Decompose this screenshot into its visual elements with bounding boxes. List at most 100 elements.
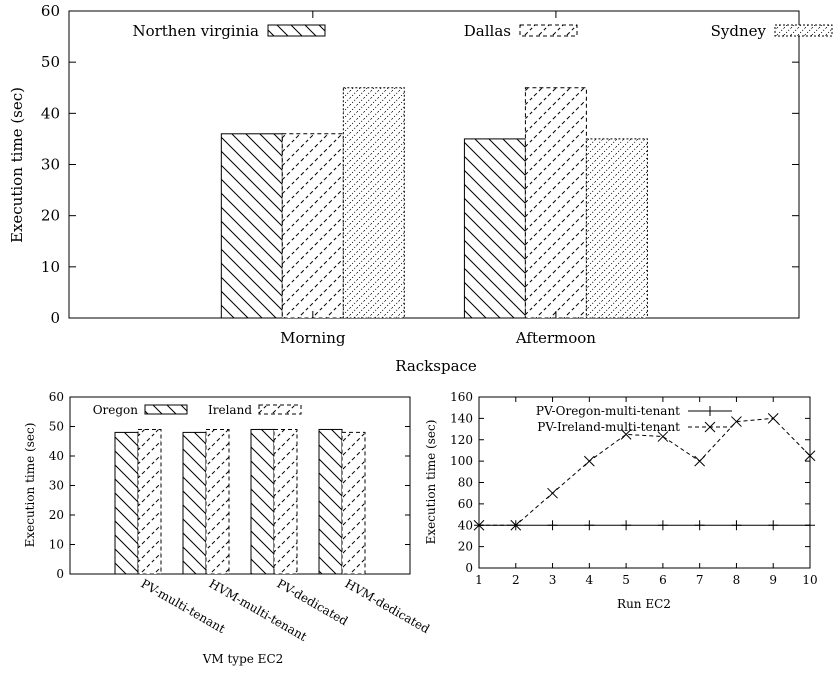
y-tick-label: 60 — [49, 390, 64, 404]
y-axis-label: Execution time (sec) — [8, 87, 26, 243]
x-tick-label: Aftermoon — [515, 329, 596, 347]
legend-swatch — [267, 24, 326, 37]
legend-label: Dallas — [464, 22, 511, 40]
point — [704, 421, 716, 433]
y-tick-label: 120 — [450, 433, 473, 447]
bars — [114, 428, 366, 575]
point — [805, 520, 815, 531]
legend: Northen virginia Dallas Sydney — [132, 22, 833, 40]
series-line — [479, 417, 811, 526]
y-tick-label: 60 — [41, 2, 60, 20]
point — [731, 416, 742, 427]
point — [657, 431, 669, 442]
y-axis: 0 20 40 60 80 100 120 140 160 — [450, 390, 810, 575]
y-tick-label: 20 — [49, 508, 64, 522]
x-tick-label: HVM-dedicated — [343, 576, 433, 636]
point — [620, 429, 632, 440]
bar — [524, 87, 587, 319]
x-tick-label: 8 — [733, 573, 741, 587]
lines — [473, 413, 816, 531]
bar — [585, 138, 648, 319]
x-tick-label: 1 — [475, 573, 483, 587]
x-tick-label: 7 — [696, 573, 704, 587]
y-tick-label: 0 — [50, 309, 60, 327]
x-axis: Morning Aftermoon — [280, 11, 596, 347]
legend: Oregon Ireland — [93, 403, 302, 417]
y-tick-label: 30 — [41, 156, 60, 174]
x-tick-label: 10 — [802, 573, 817, 587]
y-axis-label: Execution time (sec) — [424, 420, 438, 545]
y-axis-label: Execution time (sec) — [23, 423, 37, 548]
bar — [137, 428, 162, 575]
y-tick-label: 40 — [458, 518, 473, 532]
y-tick-label: 160 — [450, 390, 473, 404]
y-tick-label: 80 — [458, 476, 473, 490]
point — [731, 520, 742, 531]
point — [804, 450, 816, 462]
bar — [341, 431, 366, 575]
y-tick-label: 30 — [49, 479, 64, 493]
legend-label: Oregon — [93, 403, 139, 417]
legend-label: Northen virginia — [132, 22, 259, 40]
legend: PV-Oregon-multi-tenant PV-Ireland-multi-t… — [536, 404, 732, 434]
x-axis-label: Run EC2 — [617, 597, 671, 611]
y-tick-label: 0 — [465, 561, 473, 575]
point — [694, 520, 705, 531]
y-tick-label: 60 — [458, 497, 473, 511]
legend-label: Ireland — [208, 403, 252, 417]
legend-swatch — [258, 404, 302, 415]
y-axis: 0 10 20 30 40 50 60 — [49, 390, 410, 581]
x-tick-label: 5 — [622, 573, 630, 587]
y-tick-label: 0 — [56, 567, 64, 581]
point — [767, 413, 779, 424]
bar — [205, 428, 230, 575]
legend-swatch — [774, 24, 833, 37]
y-tick-label: 20 — [458, 540, 473, 554]
y-tick-label: 50 — [41, 53, 60, 71]
y-tick-label: 40 — [49, 449, 64, 463]
point — [768, 520, 779, 531]
bar — [463, 138, 526, 319]
legend-label: PV-Ireland-multi-tenant — [537, 420, 680, 434]
y-tick-label: 100 — [450, 454, 473, 468]
legend-swatch — [519, 24, 578, 37]
bar — [114, 431, 139, 575]
y-tick-label: 140 — [450, 411, 473, 425]
point — [547, 487, 558, 499]
y-tick-label: 50 — [49, 420, 64, 434]
point — [510, 519, 522, 531]
bar — [342, 87, 405, 319]
y-tick-label: 40 — [41, 104, 60, 122]
x-axis-label: VM type EC2 — [202, 652, 284, 666]
bar — [182, 431, 207, 575]
y-tick-label: 10 — [41, 258, 60, 276]
point — [583, 455, 595, 467]
x-tick-label: 2 — [512, 573, 520, 587]
point — [584, 520, 595, 531]
x-axis: 1 2 3 4 5 6 7 8 9 10 — [475, 397, 818, 587]
bar — [250, 428, 275, 575]
bars — [220, 87, 648, 319]
plot-area-frame — [68, 10, 800, 319]
run-ec2-chart: 0 20 40 60 80 100 120 140 160 1 2 3 4 5 6 7 8 9 10 PV-Ore… — [424, 390, 818, 611]
bar — [318, 428, 343, 575]
point — [621, 520, 632, 531]
x-axis-label: Rackspace — [395, 357, 477, 375]
point — [547, 520, 558, 531]
bar — [281, 133, 344, 319]
y-tick-label: 10 — [49, 538, 64, 552]
point — [705, 406, 715, 416]
x-tick-label: 4 — [586, 573, 594, 587]
legend-swatch — [144, 404, 188, 415]
legend-label: Sydney — [711, 22, 767, 40]
legend-label: PV-Oregon-multi-tenant — [536, 404, 680, 418]
rackspace-chart: 0 10 20 30 40 50 60 Morning Aftermoon Northen v… — [8, 2, 833, 375]
x-tick-label: 3 — [549, 573, 557, 587]
point — [694, 455, 706, 467]
bar — [220, 133, 283, 319]
y-tick-label: 20 — [41, 207, 60, 225]
y-axis: 0 10 20 30 40 50 60 — [41, 2, 799, 327]
point — [657, 520, 668, 531]
vm-type-chart: 0 10 20 30 40 50 60 PV-multi-tenantHVM-multi-t… — [23, 390, 432, 666]
